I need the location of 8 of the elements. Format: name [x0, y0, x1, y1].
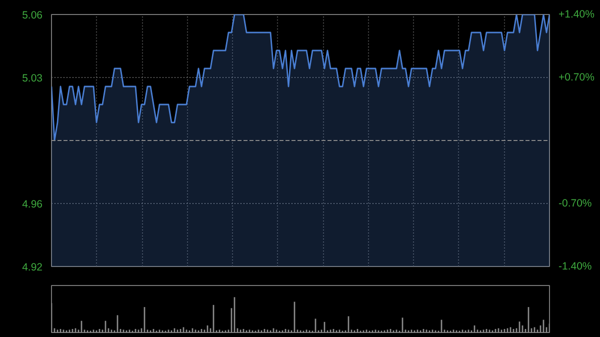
y-tick-label: 5.06	[22, 10, 43, 22]
y-tick-label: 5.03	[22, 72, 43, 84]
y2-tick-label: +0.70%	[558, 72, 594, 84]
y2-tick-label: +1.40%	[558, 8, 594, 20]
y2-tick-label: -0.70%	[558, 198, 592, 210]
y-tick-label: 4.92	[22, 262, 43, 274]
y2-tick-label: -1.40%	[558, 260, 592, 272]
y-tick-label: 4.96	[22, 198, 43, 210]
